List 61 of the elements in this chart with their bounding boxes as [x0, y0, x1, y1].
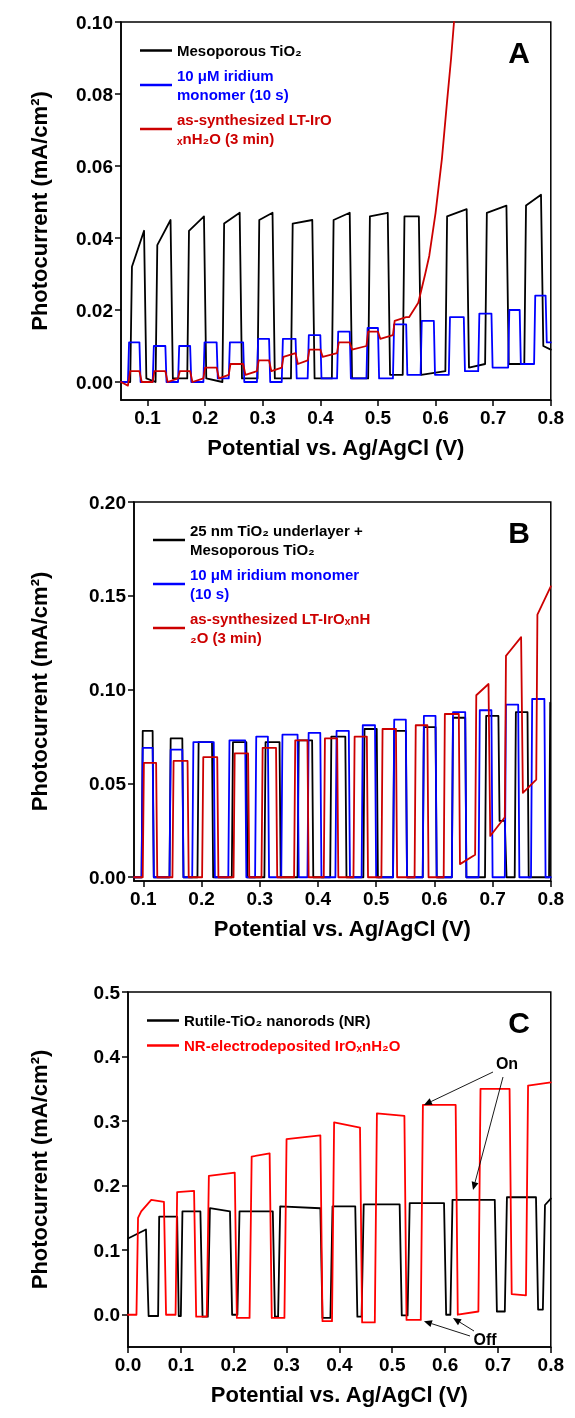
- x-tick-label: 0.1: [130, 888, 157, 909]
- x-tick-label: 0.3: [249, 407, 276, 428]
- x-tick-label: 0.4: [326, 1354, 354, 1375]
- x-axis-title: Potential vs. Ag/AgCl (V): [213, 915, 471, 941]
- y-axis-title: Photocurrent (mA/cm²): [26, 1049, 52, 1290]
- legend-label: 25 nm TiO₂ underlayer + Mesoporous TiO₂: [190, 522, 367, 558]
- annotation: On: [495, 1055, 519, 1073]
- y-tick-label: 0.05: [89, 772, 127, 794]
- x-tick-label: 0.0: [114, 1354, 142, 1375]
- x-tick-label: 0.3: [246, 888, 273, 909]
- y-tick-label: 0.0: [93, 1304, 120, 1326]
- x-tick-label: 0.1: [134, 407, 162, 428]
- y-tick-label: 0.1: [93, 1239, 121, 1261]
- legend-label: 10 μM iridium monomer (10 s): [190, 566, 364, 602]
- x-axis-title: Potential vs. Ag/AgCl (V): [210, 1381, 468, 1407]
- x-tick-label: 0.2: [220, 1354, 247, 1375]
- x-tick-label: 0.2: [191, 407, 219, 428]
- x-tick-label: 0.7: [479, 407, 507, 428]
- x-tick-label: 0.1: [167, 1354, 195, 1375]
- annotation: Off: [473, 1331, 498, 1349]
- y-tick-label: 0.04: [76, 227, 114, 249]
- x-tick-label: 0.8: [537, 1354, 564, 1375]
- x-tick-label: 0.2: [188, 888, 215, 909]
- x-tick-label: 0.6: [431, 1354, 459, 1375]
- x-tick-label: 0.6: [422, 407, 449, 428]
- x-tick-label: 0.5: [364, 407, 392, 428]
- y-tick-label: 0.02: [76, 299, 113, 321]
- x-axis-title: Potential vs. Ag/AgCl (V): [207, 434, 465, 460]
- y-axis-title: Photocurrent (mA/cm²): [26, 571, 52, 812]
- x-tick-label: 0.6: [421, 888, 448, 909]
- x-tick-label: 0.4: [307, 407, 334, 428]
- y-tick-label: 0.20: [89, 491, 126, 513]
- legend-label: as-synthesized LT-IrOₓnH₂O (3 min): [190, 610, 371, 646]
- y-tick-label: 0.3: [93, 1110, 120, 1132]
- x-tick-label: 0.5: [362, 888, 390, 909]
- x-tick-label: 0.8: [537, 888, 564, 909]
- y-tick-label: 0.00: [76, 371, 113, 393]
- legend-label: as-synthesized LT-IrOₓnH₂O (3 min): [176, 111, 333, 147]
- x-tick-label: 0.7: [484, 1354, 512, 1375]
- legend-label: Mesoporous TiO₂: [177, 42, 302, 59]
- y-tick-label: 0.06: [76, 155, 113, 177]
- y-tick-label: 0.2: [93, 1175, 120, 1197]
- y-tick-label: 0.4: [93, 1046, 121, 1068]
- y-tick-label: 0.10: [76, 11, 113, 33]
- x-tick-label: 0.3: [273, 1354, 300, 1375]
- legend-label: NR-electrodeposited IrOₓnH₂O: [184, 1037, 401, 1054]
- chart-title: A: [508, 35, 531, 69]
- x-tick-label: 0.5: [379, 1354, 406, 1375]
- chart-title: C: [508, 1005, 531, 1039]
- y-tick-label: 0.00: [89, 866, 126, 888]
- legend-label: 10 μM iridium monomer (10 s): [177, 67, 289, 103]
- y-tick-label: 0.10: [89, 679, 126, 701]
- y-tick-label: 0.15: [89, 585, 127, 607]
- x-tick-label: 0.8: [537, 407, 564, 428]
- x-tick-label: 0.7: [479, 888, 506, 909]
- y-tick-label: 0.5: [93, 981, 121, 1003]
- legend-label: Rutile-TiO₂ nanorods (NR): [184, 1012, 371, 1029]
- y-axis-title: Photocurrent (mA/cm²): [26, 91, 52, 331]
- y-tick-label: 0.08: [76, 83, 113, 105]
- chart-title: B: [508, 515, 531, 549]
- x-tick-label: 0.4: [304, 888, 332, 909]
